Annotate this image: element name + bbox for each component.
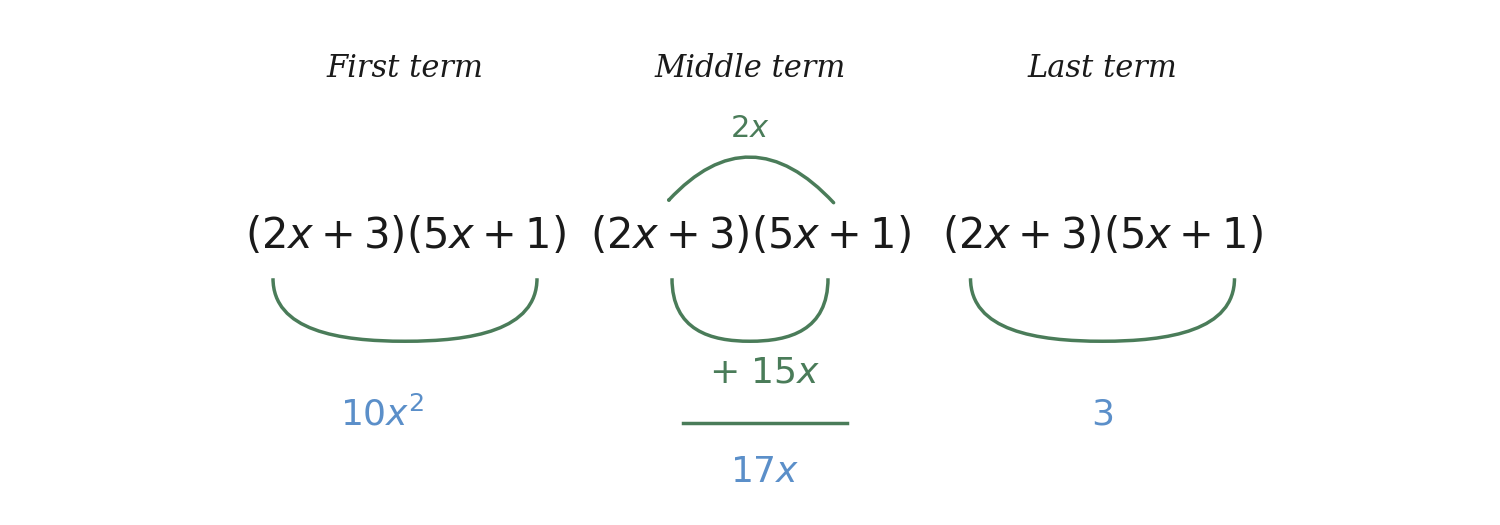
Text: $(2x+3)(5x+1)$: $(2x+3)(5x+1)$ bbox=[244, 215, 566, 257]
Text: $17x$: $17x$ bbox=[730, 456, 800, 489]
Text: $(2x+3)(5x+1)$: $(2x+3)(5x+1)$ bbox=[590, 215, 910, 257]
Text: $2x$: $2x$ bbox=[730, 113, 770, 144]
Text: Last term: Last term bbox=[1028, 52, 1178, 84]
Text: $10x^2$: $10x^2$ bbox=[340, 397, 424, 433]
Text: First term: First term bbox=[327, 52, 483, 84]
Text: $+\ 15x$: $+\ 15x$ bbox=[710, 356, 821, 390]
Text: $(2x+3)(5x+1)$: $(2x+3)(5x+1)$ bbox=[942, 215, 1263, 257]
Text: Middle term: Middle term bbox=[654, 52, 846, 84]
Text: $3$: $3$ bbox=[1092, 398, 1113, 432]
